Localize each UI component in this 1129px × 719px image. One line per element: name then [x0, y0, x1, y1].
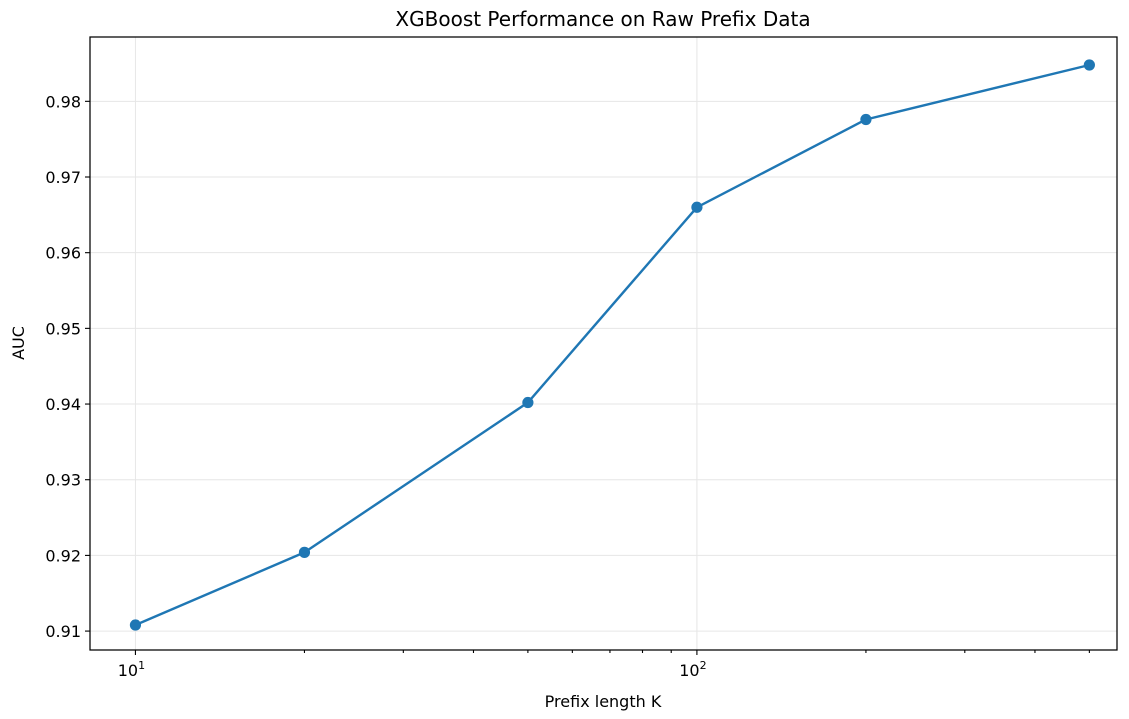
plot-frame [89, 36, 1118, 651]
chart-title: XGBoost Performance on Raw Prefix Data [395, 7, 810, 31]
y-tick-label: 0.93 [45, 471, 81, 490]
data-point [522, 396, 534, 409]
x-tick-label: 102 [679, 659, 706, 680]
tick-layer: 0.91 0.92 0.93 0.94 0.95 0.96 0.97 0.98 101 102 [45, 92, 1090, 680]
y-axis-label: AUC [9, 326, 28, 360]
y-tick-label: 0.97 [45, 168, 81, 187]
data-point [1083, 59, 1095, 71]
data-point [860, 113, 872, 126]
data-point [691, 201, 703, 213]
series-layer [129, 59, 1095, 631]
grid-layer [90, 37, 1117, 650]
x-axis-label: Prefix length K [545, 692, 662, 711]
y-tick-label: 0.98 [45, 92, 81, 111]
data-point [129, 619, 142, 631]
y-tick-label: 0.94 [45, 395, 81, 414]
y-tick-label: 0.91 [45, 622, 81, 641]
y-tick-label: 0.95 [45, 319, 81, 338]
series-line [134, 63, 1090, 627]
x-tick-label: 101 [118, 659, 145, 680]
y-tick-label: 0.92 [45, 546, 81, 565]
y-tick-label: 0.96 [45, 244, 81, 263]
data-point [298, 546, 311, 558]
